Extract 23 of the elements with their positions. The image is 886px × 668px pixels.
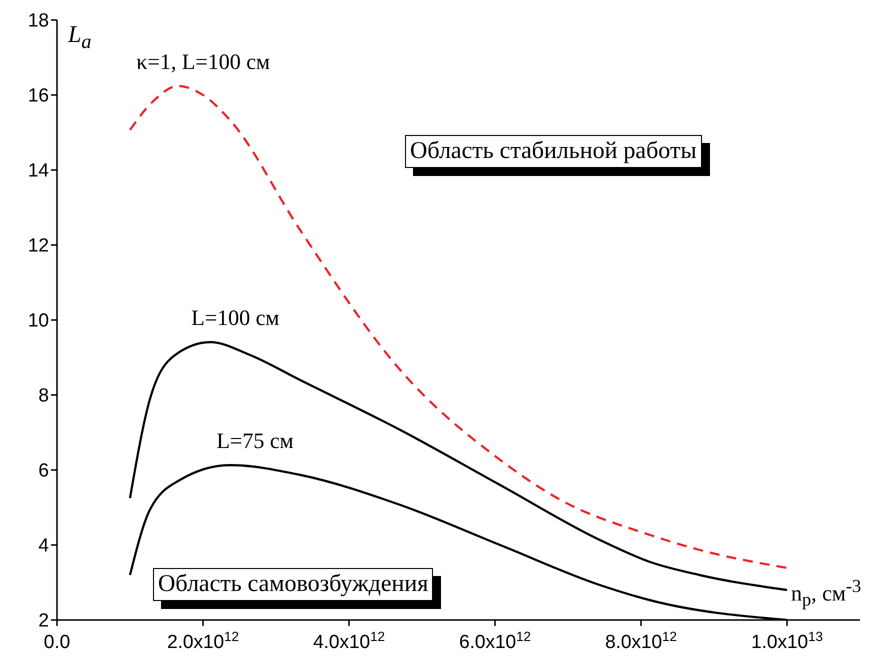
y-tick-label: 6 — [38, 460, 49, 482]
x-tick-label: 8.0x10$^{12}$ — [605, 628, 677, 653]
y-tick-label: 4 — [38, 536, 50, 557]
x-tick-label: 0.0 — [44, 632, 70, 653]
x-tick-label: 1.0x10$^{13}$ — [751, 628, 823, 653]
y-tick-label: 14 — [28, 160, 50, 182]
annotation: Область стабильной работы — [405, 135, 702, 168]
series-label: L=100 см — [191, 305, 280, 330]
y-tick-label: 8 — [38, 386, 49, 407]
y-tick-label: 10 — [28, 310, 49, 332]
series-label: κ=1, L=100 см — [136, 49, 270, 74]
line-series — [128, 84, 788, 569]
y-tick-label: 12 — [28, 236, 49, 257]
y-tick-label: 16 — [28, 86, 49, 107]
series-label: L=75 см — [216, 428, 294, 454]
x-axis-title: n$_{p}$, см$^{-3}$ — [791, 576, 862, 611]
y-tick-label: 2 — [38, 610, 49, 632]
x-tick-label: 2.0x10$^{12}$ — [167, 628, 239, 653]
x-tick-label: 6.0x10$^{12}$ — [459, 628, 531, 653]
y-axis-title: L$_{a}$ — [68, 22, 92, 54]
x-tick-label: 4.0x10$^{12}$ — [313, 628, 385, 653]
annotation: Область самовозбуждения — [153, 568, 434, 601]
y-tick-label: 18 — [28, 10, 49, 32]
